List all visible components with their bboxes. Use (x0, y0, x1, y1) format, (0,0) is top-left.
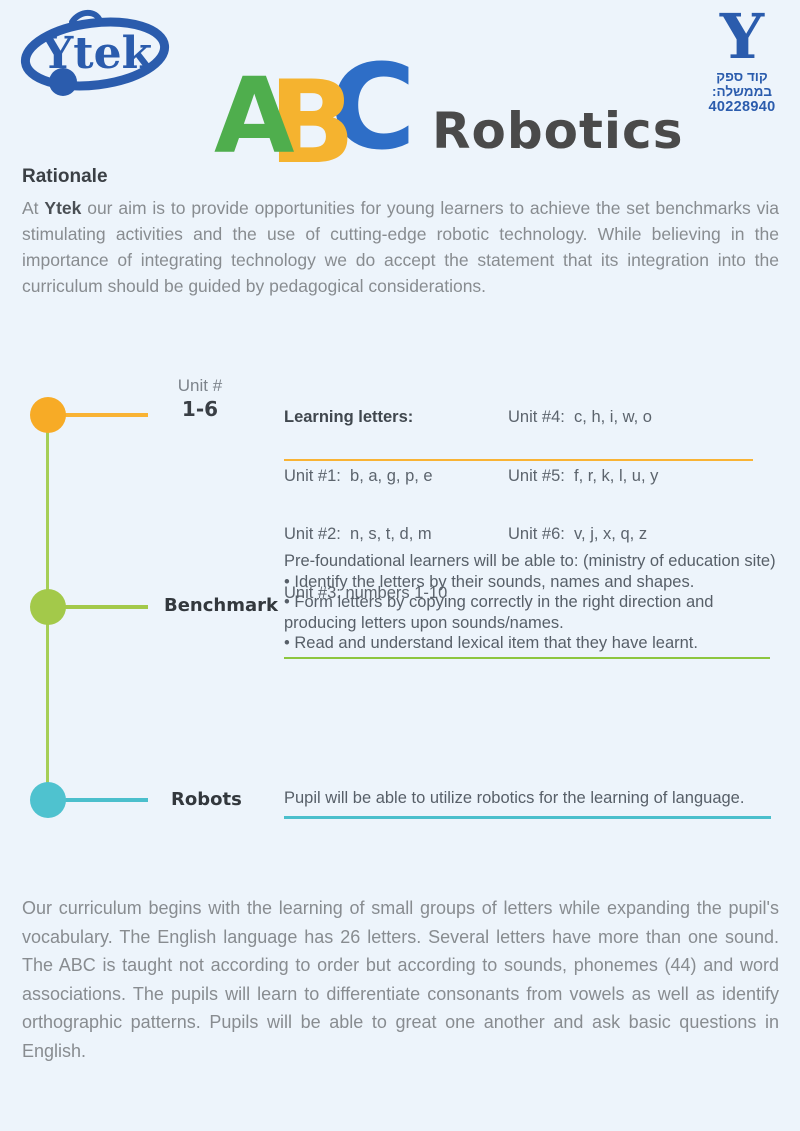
gov-code-label: קוד ספק בממשלה: (711, 68, 773, 99)
learning-letters-title: Learning letters: (284, 408, 414, 426)
closing-section: Our curriculum begins with the learning … (22, 894, 779, 1065)
units-underline (284, 459, 753, 461)
benchmark-underline (284, 657, 770, 659)
rationale-paragraph: At Ytek our aim is to provide opportunit… (22, 195, 779, 299)
closing-paragraph: Our curriculum begins with the learning … (22, 898, 779, 1061)
rationale-section: Rationale At Ytek our aim is to provide … (22, 166, 779, 299)
units-column-right: Unit #4: c, h, i, w, o Unit #5: f, r, k,… (508, 369, 658, 642)
timeline-label-robots: Robots (171, 789, 242, 810)
robots-underline (284, 816, 771, 819)
timeline-label-units: Unit # 1-6 (156, 376, 244, 421)
rationale-heading: Rationale (22, 166, 108, 187)
units-label-range: 1-6 (181, 397, 219, 421)
title-letter-a: A (214, 55, 295, 177)
unit-line: Unit #5: f, r, k, l, u, y (508, 466, 659, 485)
timeline-branch-robots (64, 798, 148, 802)
timeline-label-benchmark: Benchmark (164, 595, 278, 616)
unit-line: Unit #6: v, j, x, q, z (508, 525, 648, 543)
title-word: Robotics (432, 102, 684, 160)
benchmark-content: Pre-foundational learners will be able t… (284, 551, 780, 654)
ytek-orbit-icon: Ytek (20, 9, 170, 96)
title-letter-b: B (268, 56, 356, 189)
robots-content: Pupil will be able to utilize robotics f… (284, 789, 745, 807)
rationale-body-text: our aim is to provide opportunities for … (22, 198, 779, 296)
ytek-y-icon: Y (719, 0, 765, 73)
unit-line: Unit #2: n, s, t, d, m (284, 525, 432, 543)
timeline-dot-robots (30, 782, 66, 818)
benchmark-bullet: Read and understand lexical item that th… (284, 633, 780, 654)
gov-supplier-code: Y קוד ספק בממשלה: 40228940 (686, 0, 798, 115)
gov-code-number: 40228940 (708, 98, 776, 115)
timeline-branch-benchmark (64, 605, 148, 609)
units-label-top: Unit # (177, 376, 223, 395)
benchmark-intro: Pre-foundational learners will be able t… (284, 552, 776, 570)
benchmark-bullet: Form letters by copying correctly in the… (284, 592, 780, 633)
rationale-prefix: At (22, 198, 45, 218)
title-letter-c: C (329, 38, 417, 176)
benchmark-bullet: Identify the letters by their sounds, na… (284, 572, 780, 593)
unit-line: Unit #1: b, a, g, p, e (284, 466, 433, 485)
unit-line: Unit #4: c, h, i, w, o (508, 408, 652, 426)
ytek-logo: Ytek (14, 6, 176, 98)
timeline-dot-units (30, 397, 66, 433)
timeline-dot-benchmark (30, 589, 66, 625)
timeline-branch-units (64, 413, 148, 417)
rationale-brand-name: Ytek (44, 198, 82, 218)
page-title: A B C Robotics (214, 40, 684, 180)
